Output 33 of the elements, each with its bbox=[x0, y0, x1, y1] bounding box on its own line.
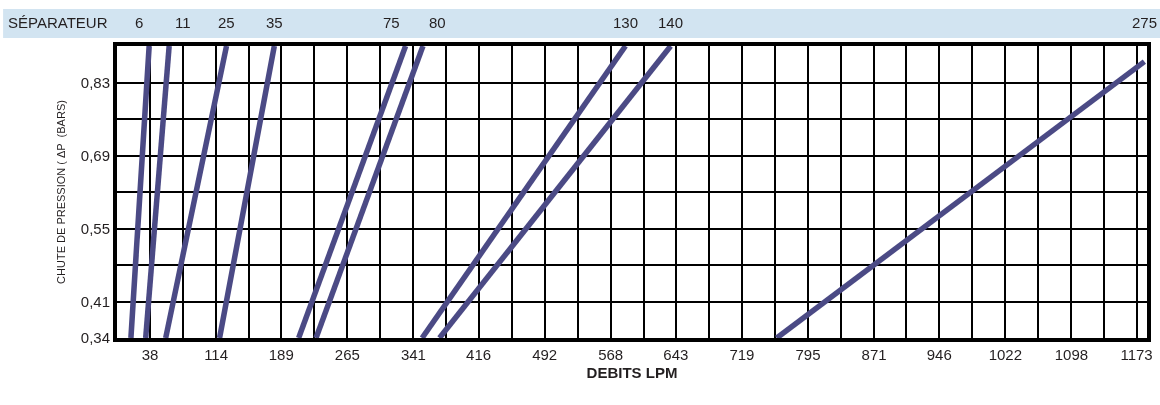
text: SÉPARATEUR bbox=[8, 14, 108, 31]
series-label: 11 bbox=[175, 14, 191, 31]
series-label: 6 bbox=[135, 14, 144, 31]
x-tick-label: 946 bbox=[926, 346, 952, 363]
x-tick-label: 38 bbox=[141, 346, 159, 363]
y-tick-label: 0,41 bbox=[80, 292, 110, 310]
x-tick-label: 265 bbox=[334, 346, 360, 363]
series-label: 80 bbox=[429, 14, 446, 31]
x-tick-label: 643 bbox=[663, 346, 689, 363]
series-label: 25 bbox=[218, 14, 235, 31]
x-tick-label: 416 bbox=[466, 346, 492, 363]
series-label: 75 bbox=[383, 14, 400, 31]
y-axis-title: CHUTE DE PRESSION ( ΔP (BARS) bbox=[54, 100, 67, 284]
series-label: 130 bbox=[613, 14, 639, 31]
x-tick-label: 795 bbox=[795, 346, 821, 363]
text: 275 bbox=[1132, 14, 1158, 31]
series-label: 140 bbox=[658, 14, 684, 31]
x-tick-label: 1022 bbox=[988, 346, 1023, 363]
y-tick-label: 0,34 bbox=[80, 329, 110, 347]
x-tick-label: 1173 bbox=[1120, 346, 1153, 363]
x-tick-label: 1098 bbox=[1054, 346, 1089, 363]
x-tick-label: 871 bbox=[861, 346, 887, 363]
y-tick-label: 0,69 bbox=[80, 146, 110, 164]
x-axis-title: DEBITS LPM bbox=[586, 363, 678, 381]
x-tick-label: 492 bbox=[532, 346, 558, 363]
x-tick-label: 114 bbox=[204, 346, 229, 363]
x-tick-label: 341 bbox=[400, 346, 426, 363]
y-tick-label: 0,83 bbox=[80, 73, 110, 91]
series-label: 35 bbox=[266, 14, 283, 31]
x-tick-label: 189 bbox=[268, 346, 294, 363]
y-tick-label: 0,55 bbox=[80, 219, 110, 237]
x-tick-label: 719 bbox=[729, 346, 755, 363]
x-tick-label: 568 bbox=[598, 346, 624, 363]
